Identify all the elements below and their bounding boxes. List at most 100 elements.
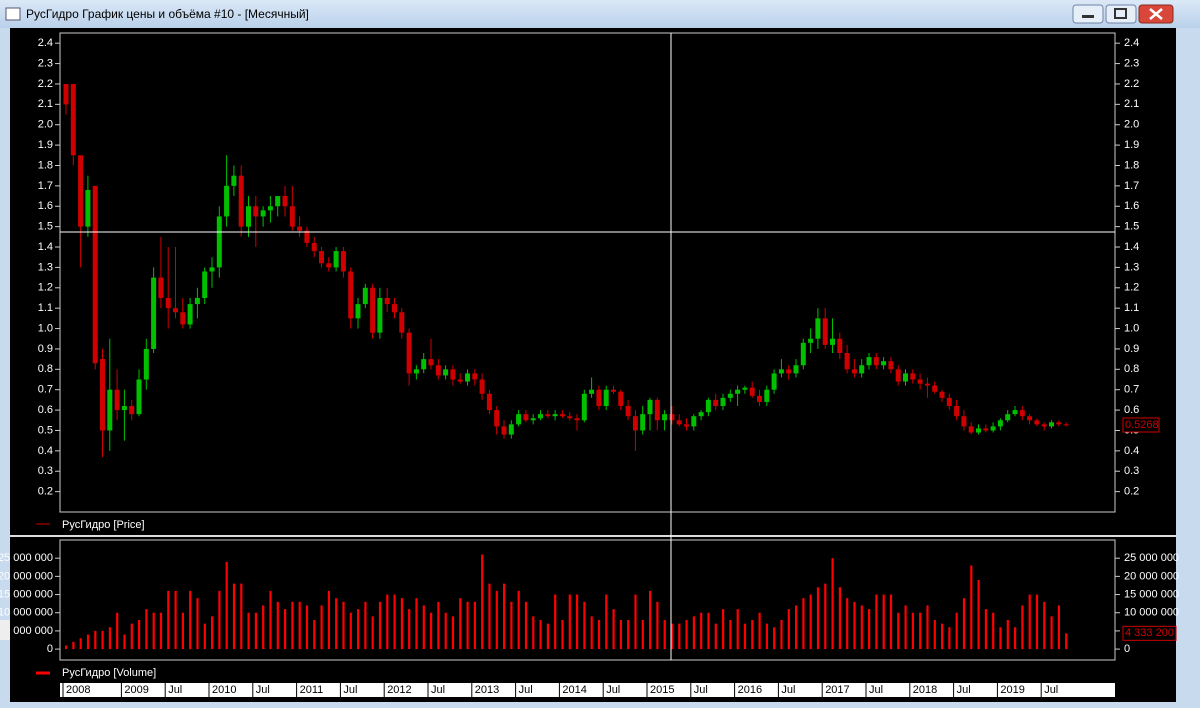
candle-body — [764, 389, 770, 402]
volume-bar — [692, 616, 695, 650]
candle-body — [238, 175, 244, 227]
candle-body — [275, 196, 281, 207]
candle-body — [377, 297, 383, 333]
volume-bar — [612, 609, 615, 650]
candle-body — [1049, 422, 1054, 427]
x-tick-label: Jul — [781, 684, 795, 696]
volume-bar — [795, 605, 798, 650]
restore-button[interactable] — [1105, 4, 1137, 24]
volume-bar — [159, 612, 163, 650]
volume-bar — [868, 609, 871, 650]
candle-body — [107, 389, 113, 431]
volume-bar — [123, 634, 126, 650]
volume-bar — [167, 590, 170, 650]
x-tick-label: Jul — [256, 684, 270, 696]
volume-tick-label: 15 000 000 — [1124, 588, 1179, 600]
candle-body — [516, 414, 522, 425]
volume-bar — [298, 601, 301, 650]
last-price-label: 0.5268 — [1125, 419, 1159, 431]
volume-bar — [977, 580, 980, 650]
candle-body — [589, 389, 595, 394]
candle-body — [362, 287, 368, 305]
y-tick-label: 1.2 — [38, 282, 53, 294]
candle-body — [961, 416, 967, 427]
candle-body — [676, 420, 682, 425]
volume-bar — [327, 590, 330, 650]
volume-bar — [765, 623, 768, 650]
y-tick-label: 0.3 — [1124, 465, 1139, 477]
volume-bar — [1028, 594, 1031, 650]
x-tick-label: 2019 — [1000, 684, 1024, 696]
candle-body — [581, 393, 587, 421]
volume-bar — [546, 623, 549, 650]
volume-bar — [240, 583, 243, 650]
y-tick-label: 1.3 — [1124, 261, 1139, 273]
volume-tick-label: 20 000 000 — [0, 570, 53, 582]
volume-bar — [860, 605, 863, 650]
candle-body — [78, 155, 84, 227]
x-tick-label: 2017 — [825, 684, 849, 696]
y-tick-label: 0.3 — [38, 465, 53, 477]
candle-body — [1056, 422, 1062, 425]
volume-bar — [466, 601, 469, 650]
y-tick-label: 1.3 — [38, 261, 53, 273]
candle-body — [413, 369, 419, 374]
y-tick-label: 2.3 — [1124, 57, 1139, 69]
volume-bar — [1065, 633, 1068, 650]
volume-bar — [729, 620, 732, 650]
candle-body — [282, 196, 288, 207]
minimize-icon — [1082, 15, 1094, 18]
candle-body — [129, 406, 135, 415]
last-price-box — [1122, 417, 1160, 433]
volume-legend: РусГидро [Volume] — [62, 667, 156, 679]
volume-bar — [1014, 627, 1017, 650]
x-tick-label: 2009 — [124, 684, 148, 696]
volume-bar — [1050, 616, 1053, 650]
candle-body — [501, 426, 507, 435]
volume-bar — [349, 612, 352, 650]
y-tick-label: 0.9 — [1124, 343, 1139, 355]
candle-body — [304, 230, 310, 243]
candle-body — [202, 271, 208, 298]
volume-bar — [1057, 605, 1060, 650]
price-legend: РусГидро [Price] — [62, 519, 145, 531]
volume-bar — [955, 612, 958, 650]
volume-bar — [678, 623, 681, 650]
y-tick-label: 2.4 — [38, 37, 53, 49]
candle-body — [508, 424, 514, 435]
volume-tick-label: 5 000 000 — [4, 625, 53, 637]
candle-body — [647, 399, 653, 415]
volume-bar — [619, 620, 622, 650]
volume-bar — [1021, 605, 1024, 650]
volume-bar — [670, 623, 674, 650]
candle-body — [713, 399, 719, 407]
volume-bar — [992, 612, 995, 650]
volume-tick-label: 10 000 000 — [1124, 607, 1179, 619]
volume-bar — [736, 609, 739, 650]
volume-bar — [218, 590, 221, 650]
x-tick-label: 2010 — [212, 684, 236, 696]
volume-bar — [597, 620, 601, 650]
y-tick-label: 1.4 — [38, 241, 53, 253]
volume-bar — [116, 612, 119, 650]
minimize-button[interactable] — [1072, 4, 1104, 24]
volume-bar — [232, 583, 236, 650]
y-tick-label: 1.9 — [38, 139, 53, 151]
candle-body — [180, 312, 186, 325]
volume-bar — [787, 609, 790, 650]
candle-body — [340, 251, 346, 272]
volume-bar — [970, 565, 973, 650]
y-tick-label: 1.8 — [1124, 159, 1139, 171]
y-tick-label: 1.6 — [38, 200, 53, 212]
candle-body — [910, 373, 916, 380]
volume-bar — [481, 554, 484, 650]
x-tick-label: Jul — [168, 684, 182, 696]
x-tick-label: 2018 — [913, 684, 937, 696]
last-volume-box — [1122, 625, 1177, 641]
candle-body — [968, 426, 974, 433]
y-tick-label: 1.7 — [1124, 180, 1139, 192]
candle-body — [392, 304, 397, 313]
volume-bar — [875, 594, 878, 650]
